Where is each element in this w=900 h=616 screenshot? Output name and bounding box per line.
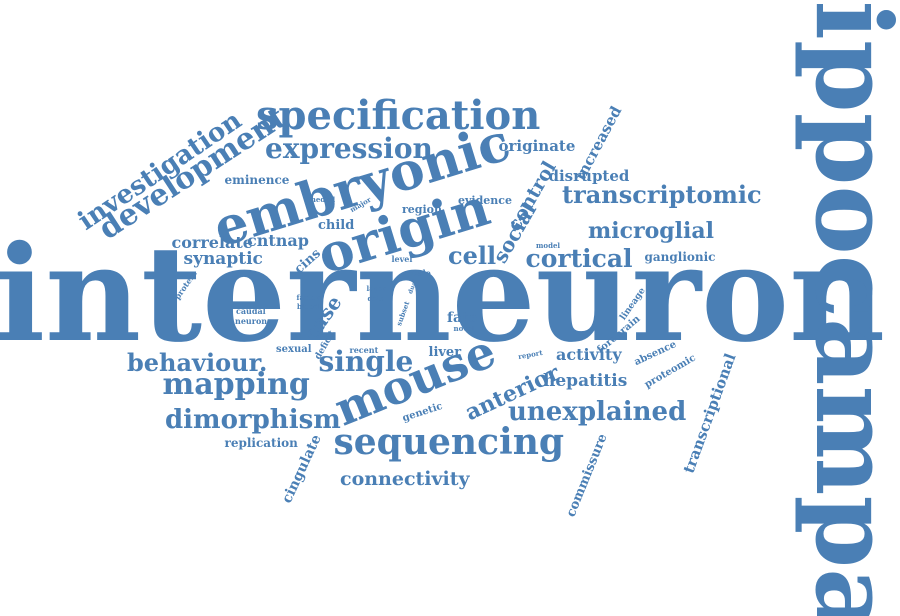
word-cntnap: cntnap xyxy=(247,231,309,250)
word-medial: medial xyxy=(308,194,336,204)
word-layer: layer xyxy=(366,283,386,293)
word-synaptic: synaptic xyxy=(183,248,263,269)
word-originate: originate xyxy=(498,136,576,155)
word-factor: factor xyxy=(296,292,320,302)
word-sequencing: sequencing xyxy=(333,421,565,463)
word-hepatitis: hepatitis xyxy=(543,370,628,391)
word-connectivity: connectivity xyxy=(340,467,470,490)
word-blood: blood xyxy=(297,301,319,311)
word-recent: recent xyxy=(349,345,379,355)
word-model: model xyxy=(536,240,561,250)
word-liver: liver xyxy=(428,344,462,360)
word-sexual: sexual xyxy=(276,344,312,355)
word-transcriptomic: transcriptomic xyxy=(562,180,762,209)
word-single: single xyxy=(318,345,414,378)
word-dimorphism: dimorphism xyxy=(165,405,341,435)
word-data: data xyxy=(367,293,385,303)
word-behaviour: behaviour. xyxy=(127,348,268,377)
word-eminence: eminence xyxy=(224,173,290,187)
word-correlate: correlate xyxy=(171,233,253,252)
word-male: male xyxy=(409,268,431,278)
word-commissure: commissure xyxy=(563,431,611,519)
word-caudal: caudal xyxy=(236,306,266,316)
word-replication: replication xyxy=(224,436,298,450)
word-novel: novel xyxy=(453,323,475,333)
word-region: region xyxy=(402,202,442,216)
word-specification: specification xyxy=(256,92,541,139)
word-level: level xyxy=(391,254,413,264)
word-mapping: mapping xyxy=(162,367,310,402)
word-neuron: neuron xyxy=(235,316,268,326)
word-interneuron: interneuron xyxy=(0,217,886,372)
word-cell: cell xyxy=(448,241,497,270)
word-hippocampal: hippocampal xyxy=(792,0,900,616)
word-disrupted: disrupted xyxy=(548,166,630,185)
word-ganglionic: ganglionic xyxy=(644,250,716,264)
word-microglial: microglial xyxy=(588,218,715,244)
word-unexplained: unexplained xyxy=(508,397,687,427)
word-activity: activity xyxy=(556,345,622,364)
word-child: child xyxy=(318,217,355,233)
word-cortical: cortical xyxy=(525,243,633,273)
word-evidence: evidence xyxy=(458,193,512,207)
word-expression: expression xyxy=(265,132,433,165)
word-fate: fate xyxy=(447,310,478,326)
